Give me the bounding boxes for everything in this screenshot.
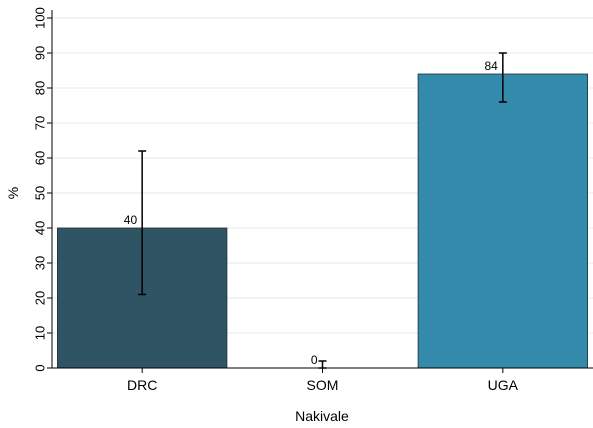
y-tick-label: 40 [33, 221, 48, 235]
y-tick-label: 80 [33, 81, 48, 95]
y-tick-label: 0 [33, 364, 48, 371]
axes: 0 10 20 30 40 50 60 70 80 90 100 DRC SOM UGA [33, 7, 593, 393]
data-label: 40 [124, 213, 138, 227]
y-axis-title: % [5, 187, 21, 199]
y-tick-label: 20 [33, 291, 48, 305]
data-label: 84 [484, 59, 498, 73]
x-axis-title: Nakivale [295, 408, 349, 424]
bar-uga [417, 73, 588, 369]
x-tick-label: SOM [307, 377, 339, 393]
y-tick-label: 10 [33, 326, 48, 340]
y-tick-label: 30 [33, 256, 48, 270]
y-tick-label: 50 [33, 186, 48, 200]
y-tick-label: 100 [33, 7, 48, 29]
data-label: 0 [311, 353, 318, 367]
y-tick-label: 90 [33, 46, 48, 60]
y-tick-label: 60 [33, 151, 48, 165]
x-tick-label: UGA [488, 377, 519, 393]
x-tick-label: DRC [127, 377, 157, 393]
bars: 40 0 84 [57, 52, 588, 369]
y-tick-label: 70 [33, 116, 48, 130]
